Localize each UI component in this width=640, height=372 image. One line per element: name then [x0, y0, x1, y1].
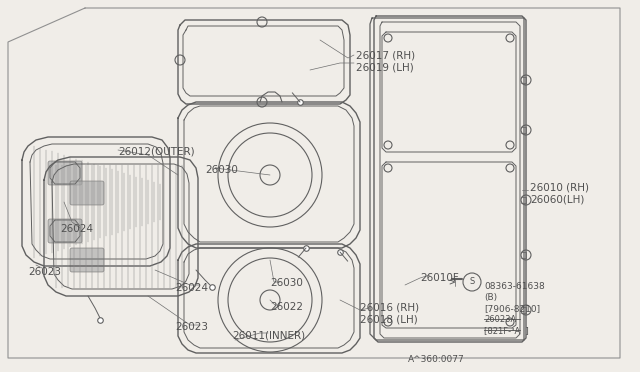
Text: (B): (B): [484, 293, 497, 302]
Text: 26016 (RH): 26016 (RH): [360, 303, 419, 313]
FancyBboxPatch shape: [48, 161, 82, 185]
Text: 26010F: 26010F: [420, 273, 459, 283]
Text: 26023A: 26023A: [484, 315, 516, 324]
FancyBboxPatch shape: [48, 219, 82, 243]
Text: S: S: [469, 278, 475, 286]
Text: 26030: 26030: [270, 278, 303, 288]
Text: 26010 (RH): 26010 (RH): [530, 183, 589, 193]
Text: [821F-³A  ]: [821F-³A ]: [484, 326, 529, 335]
Text: 26030: 26030: [205, 165, 238, 175]
Text: 26012(OUTER): 26012(OUTER): [118, 146, 195, 156]
Text: 26022: 26022: [270, 302, 303, 312]
Text: 26017 (RH): 26017 (RH): [356, 50, 415, 60]
FancyBboxPatch shape: [70, 248, 104, 272]
Text: 26023: 26023: [28, 267, 61, 277]
Text: 26019 (LH): 26019 (LH): [356, 62, 413, 72]
Text: 26023: 26023: [175, 322, 208, 332]
Text: [7906-8210]: [7906-8210]: [484, 304, 540, 313]
Text: 08363-61638: 08363-61638: [484, 282, 545, 291]
Text: 26060(LH): 26060(LH): [530, 195, 584, 205]
Text: 26024: 26024: [175, 283, 208, 293]
FancyBboxPatch shape: [70, 181, 104, 205]
Text: 26024: 26024: [60, 224, 93, 234]
Text: A^360:0077: A^360:0077: [408, 355, 465, 364]
Text: 26018 (LH): 26018 (LH): [360, 315, 418, 325]
Text: 26011(INNER): 26011(INNER): [232, 330, 305, 340]
